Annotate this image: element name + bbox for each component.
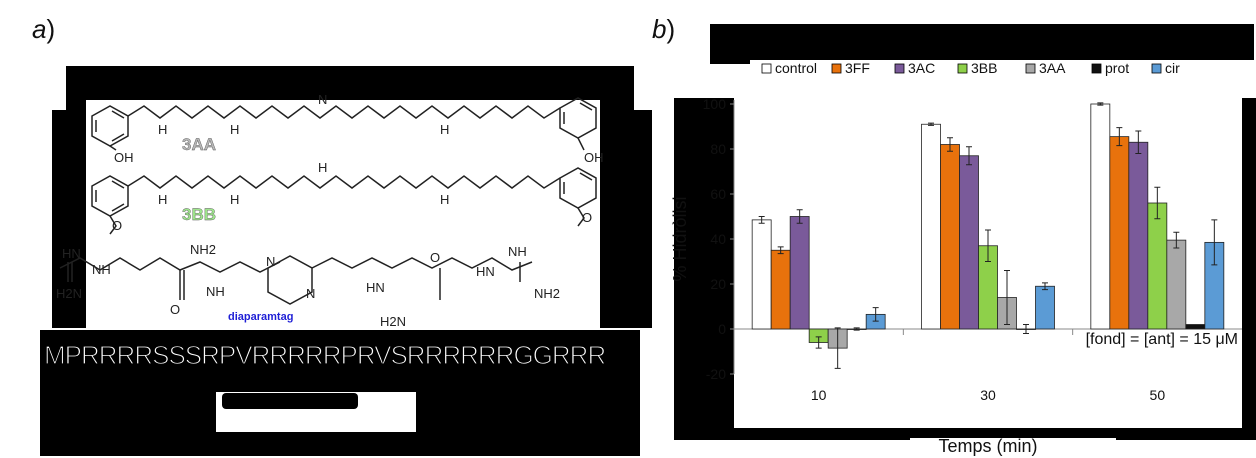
atom-o: O (112, 218, 122, 233)
atom-nh: NH (206, 284, 225, 299)
atom-h: H (318, 160, 327, 175)
legend-label: control (775, 60, 817, 76)
redaction-bar (222, 393, 358, 409)
chemical-structures: OH OH H H N H 3AA O O H H H H (56, 92, 604, 432)
legend-swatch (1151, 63, 1162, 74)
atom-h: H (158, 192, 167, 207)
atom-oh: OH (584, 150, 604, 165)
compound-3aa-label: 3AA (182, 135, 216, 154)
atom-n: N (306, 286, 315, 301)
x-axis-label: Temps (min) (938, 436, 1037, 456)
y-tick-label: 60 (710, 186, 726, 202)
atom-o: O (430, 250, 440, 265)
atom-n: N (266, 254, 275, 269)
atom-hn: HN (62, 246, 81, 261)
atom-nh2: NH2 (190, 242, 216, 257)
y-tick-label: 80 (710, 141, 726, 157)
structure-tag (59, 255, 533, 305)
bar (959, 155, 979, 330)
bar (921, 123, 941, 330)
structure-tag-atoms: HN NH H2N NH2 NH O N N HN O H2N HN NH NH… (56, 242, 560, 329)
redaction-bar (52, 128, 86, 328)
legend-swatch (957, 63, 968, 74)
atom-nh: NH (508, 244, 527, 259)
peptide-sequence: MPRRRRSSSRPVRRRRRPRVSRRRRRRGGRRR (43, 339, 606, 370)
legend-label: prot (1105, 60, 1129, 76)
panel-b-label: b) (652, 14, 676, 44)
xlabel-area (910, 438, 1116, 458)
bar (1090, 103, 1111, 330)
bar (770, 249, 791, 330)
bar (1147, 202, 1168, 330)
atom-h: H (440, 122, 449, 137)
compound-tag-label: diaparamtag (228, 311, 293, 323)
atom-h: H (230, 122, 239, 137)
bar (1185, 324, 1206, 330)
bar (751, 219, 772, 330)
atom-h2n: H2N (380, 314, 406, 329)
legend-label: 3AA (1039, 60, 1066, 76)
concentration-annotation: [fond] = [ant] = 15 μM (1086, 331, 1238, 348)
y-tick-label: -20 (706, 366, 726, 382)
atom-h: H (158, 122, 167, 137)
y-tick-label: 20 (710, 276, 726, 292)
legend-label: 3FF (845, 60, 870, 76)
x-tick-label: 50 (1150, 387, 1166, 403)
structure-3bb-atoms: O O H H H H (112, 160, 592, 233)
y-tick-label: 0 (718, 321, 726, 337)
bar-chart: control 3FF 3AC 3BB 3AA prot cir -20 0 20 40 60 80 10… (670, 60, 1256, 458)
bar (1035, 285, 1055, 330)
atom-h: H (230, 192, 239, 207)
panel-b: b) control 3FF 3AC 3BB 3AA prot cir -20 0 20 40 60 8… (640, 0, 1256, 458)
atom-o: O (170, 302, 180, 317)
atom-nh2: NH2 (534, 286, 560, 301)
panel-a-label: a) (32, 14, 56, 44)
legend-area (750, 60, 1256, 82)
atom-oh: OH (114, 150, 134, 165)
atom-h2n: H2N (56, 286, 82, 301)
bar (1109, 136, 1130, 330)
redaction-bar (600, 128, 652, 328)
atom-hn: HN (476, 264, 495, 279)
legend-swatch (894, 63, 905, 74)
redaction-bar (710, 24, 1254, 64)
y-axis-label: % Hidròlisi (670, 196, 690, 281)
panel-a: a) OH OH H H N H 3AA (32, 14, 652, 456)
x-tick-label: 30 (980, 387, 996, 403)
structure-3aa (91, 97, 597, 151)
atom-nh: NH (92, 262, 111, 277)
legend-label: cir (1165, 60, 1180, 76)
atom-o: O (582, 210, 592, 225)
atom-h: H (440, 192, 449, 207)
bar (940, 144, 960, 330)
bar (789, 216, 810, 330)
structure-3bb (91, 167, 597, 235)
compound-3bb-label: 3BB (182, 205, 216, 224)
legend-label: 3AC (908, 60, 935, 76)
x-tick-label: 10 (811, 387, 827, 403)
atom-hn: HN (366, 280, 385, 295)
legend-swatch (1091, 63, 1102, 74)
bar (1128, 141, 1149, 330)
structure-3aa-atoms: OH OH H H N H (114, 92, 604, 165)
legend-swatch (831, 63, 842, 74)
atom-n: N (318, 92, 327, 107)
bar (1166, 239, 1187, 330)
legend-label: 3BB (971, 60, 997, 76)
y-tick-label: 40 (710, 231, 726, 247)
legend-swatch (1025, 63, 1036, 74)
legend-swatch (761, 63, 772, 74)
y-tick-label: 100 (703, 96, 727, 112)
